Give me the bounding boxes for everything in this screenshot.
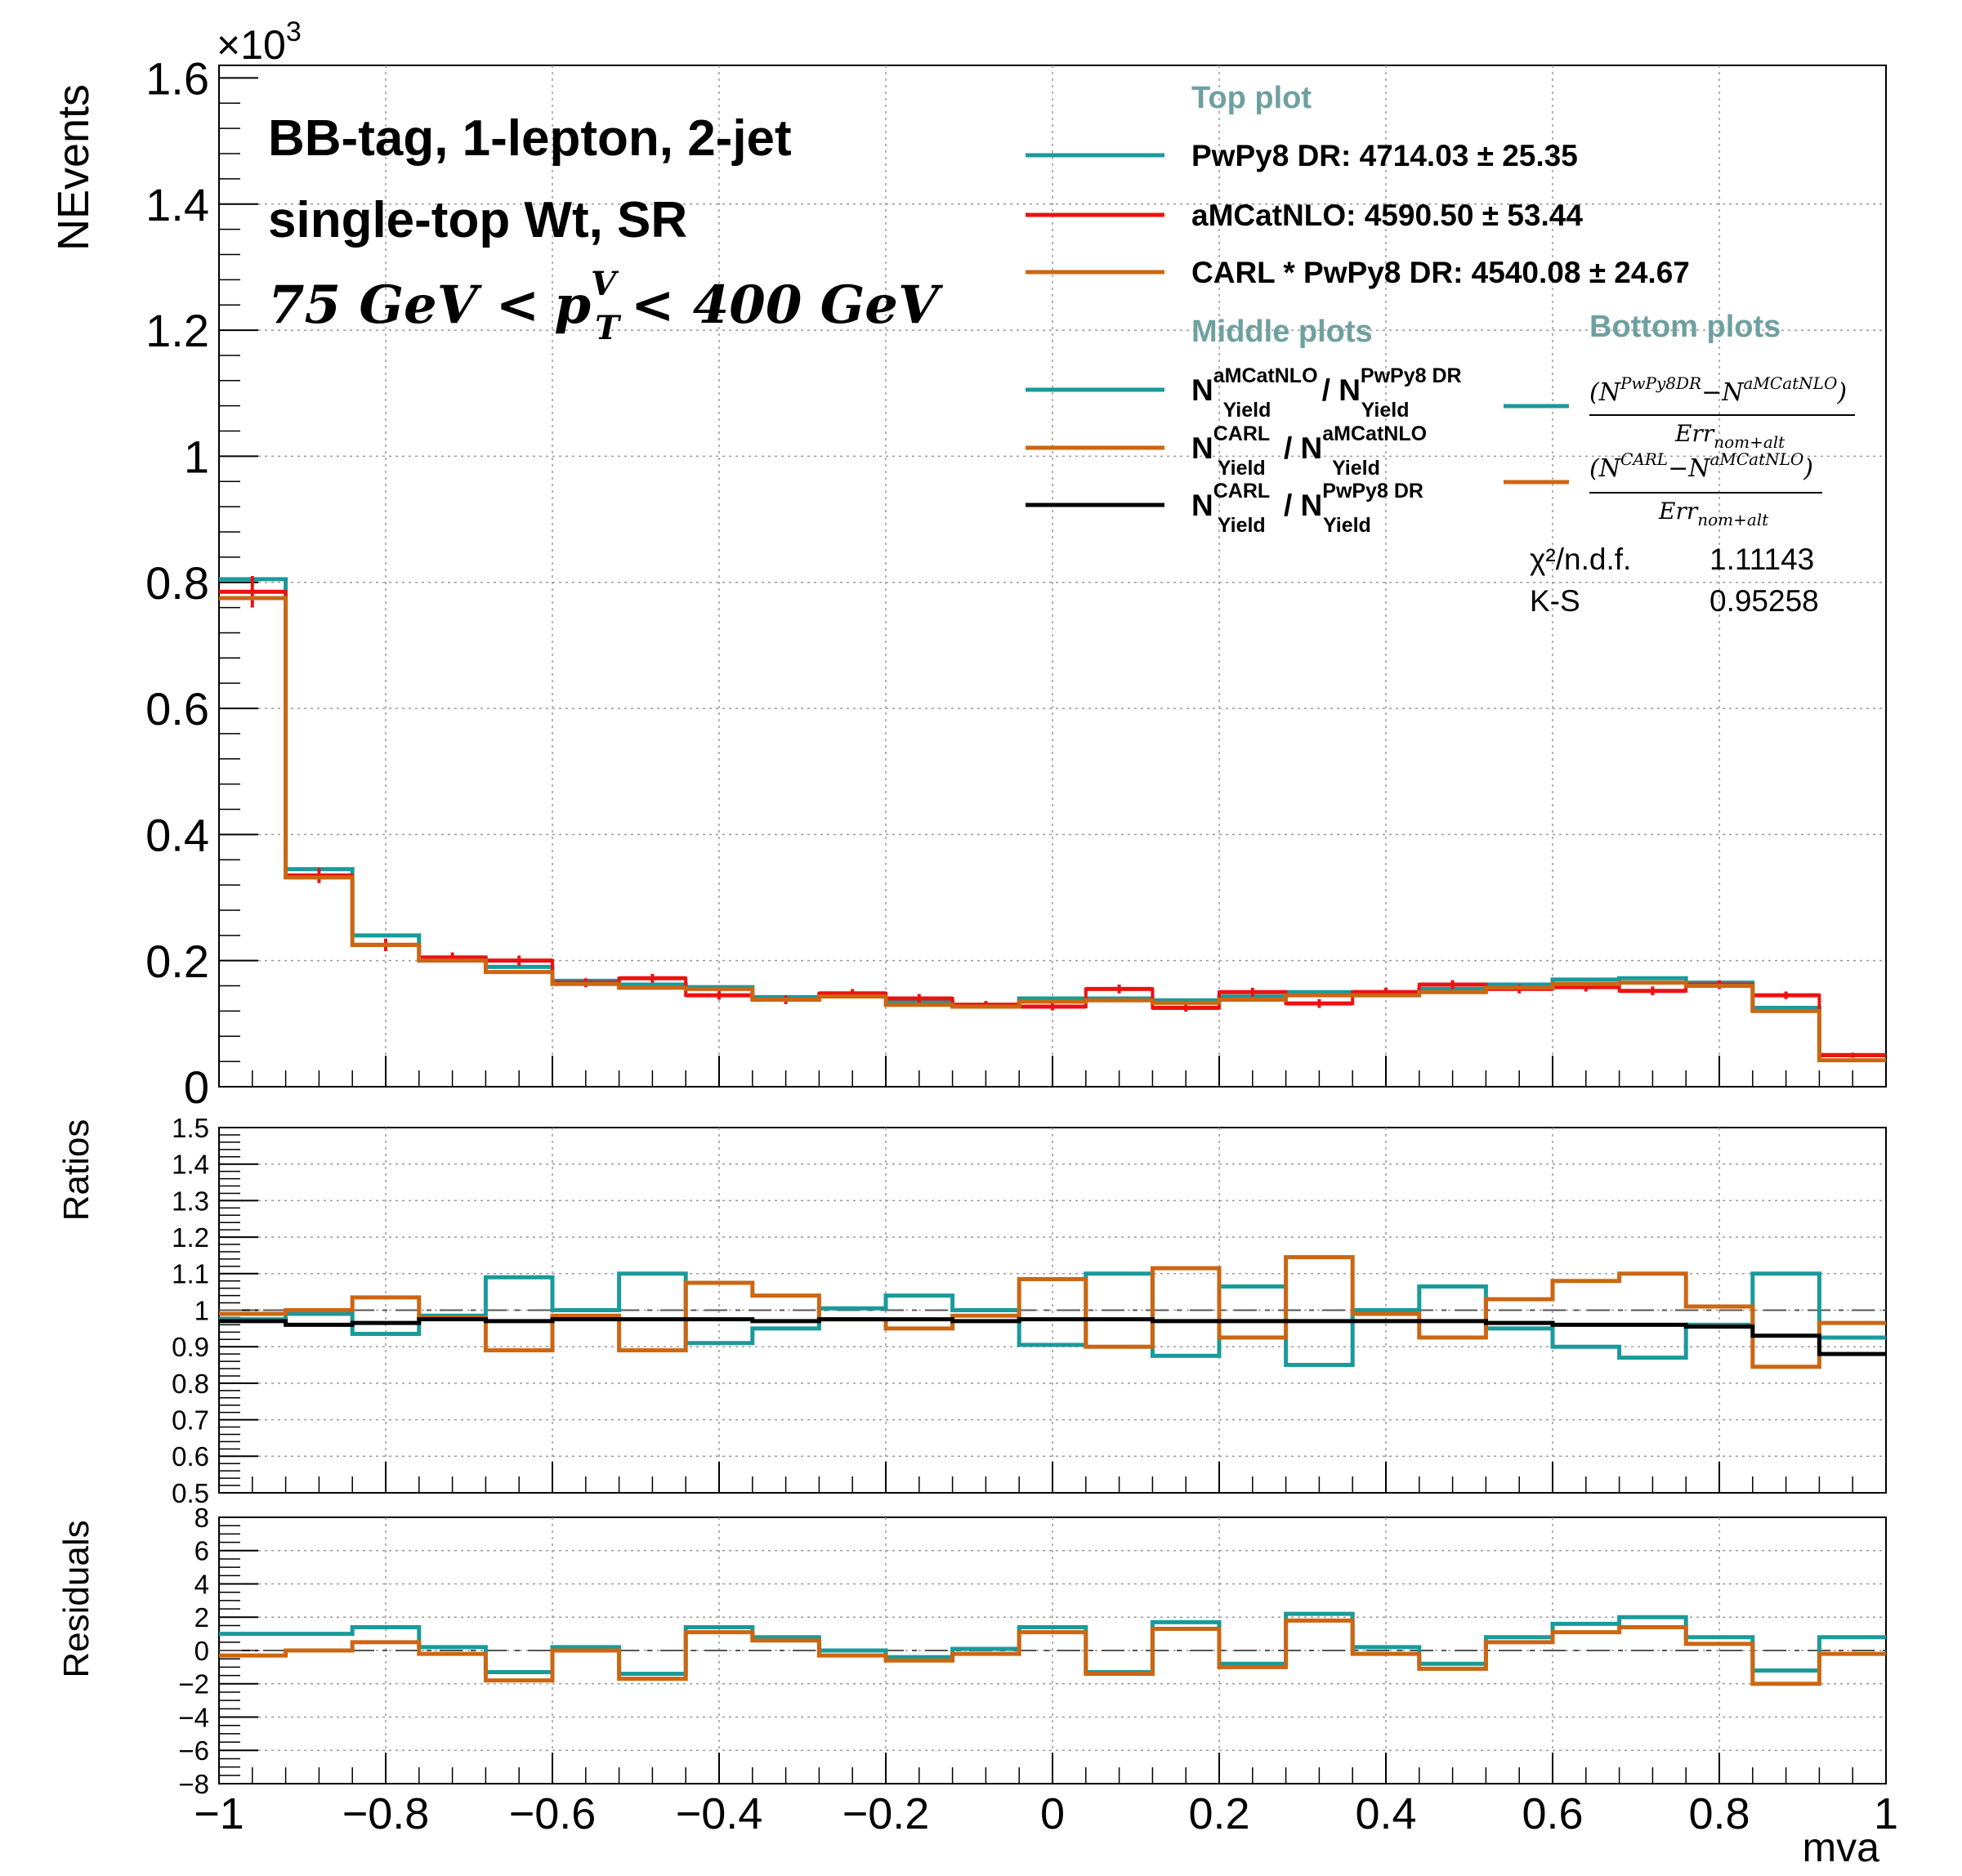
legend-header-bottom: Bottom plots [1589,310,1781,344]
bottom-y-tick-label: 6 [194,1536,209,1566]
exponent-label: ×103 [217,16,302,68]
x-tick-label: 0.4 [1355,1789,1416,1838]
stats-value-chi2: 1.11143 [1709,543,1814,576]
middle-y-tick-label: 0.7 [172,1405,209,1435]
middle-y-tick-label: 0.6 [172,1441,209,1472]
bottom-y-tick-label: −8 [178,1769,209,1799]
bottom-y-tick-label: 0 [194,1636,209,1666]
legend-header-middle: Middle plots [1191,315,1373,349]
middle-y-tick-label: 1 [194,1295,209,1325]
top-y-tick-label: 0.6 [145,683,209,735]
x-tick-label: 0.6 [1522,1789,1583,1838]
legend-residual-2-denominator: Errnom+alt [1658,498,1769,529]
middle-y-tick-label: 1.3 [172,1186,209,1216]
bottom-y-tick-label: −2 [178,1669,209,1700]
x-tick-label: −0.6 [509,1789,597,1838]
middle-y-tick-label: 1.2 [172,1222,209,1253]
legend-label-pwpy8: PwPy8 DR: 4714.03 ± 25.35 [1191,139,1578,172]
bottom-y-tick-label: 8 [194,1503,209,1533]
middle-y-tick-label: 1.5 [172,1113,209,1143]
annotation-line-2: single-top Wt, SR [268,192,687,248]
x-axis-label: mva [1803,1825,1880,1870]
middle-y-tick-label: 0.8 [172,1369,209,1399]
top-red-step [219,590,1886,1057]
middle-black-step [219,1317,1886,1356]
residual-y-axis-label: Residuals [56,1520,96,1677]
top-y-tick-label: 0.8 [145,557,209,609]
middle-y-tick-label: 0.5 [172,1478,209,1508]
stats-box: χ²/n.d.f. 1.11143 K-S 0.95258 [1530,543,1819,618]
x-tick-label: 0 [1040,1789,1065,1838]
middle-y-tick-label: 1.4 [172,1150,209,1180]
bottom-y-tick-label: −6 [178,1735,209,1766]
top-y-tick-label: 0.4 [145,810,209,861]
x-tick-label: −0.4 [676,1789,763,1838]
bottom-y-tick-label: 4 [194,1569,209,1599]
x-tick-label: −1 [194,1789,244,1838]
legend-label-amcatnlo: aMCatNLO: 4590.50 ± 53.44 [1191,199,1583,232]
x-tick-label: −0.2 [842,1789,930,1838]
stats-value-ks: 0.95258 [1709,584,1819,618]
top-y-tick-label: 1.6 [145,53,209,105]
x-tick-label: −0.8 [342,1789,430,1838]
middle-y-tick-label: 1.1 [172,1259,209,1289]
bottom-y-tick-label: −4 [178,1702,209,1732]
top-y-tick-label: 0.2 [145,936,209,987]
data-series [219,576,1886,1686]
annotation-line-3: 75 GeV < pV T < 400 GeV [268,265,944,347]
tick-labels: 0 0.2 0.4 0.6 0.8 1 1.2 1.4 1.6 0.5 0.6 0.7 0.8 0.9 1 1… [145,53,1898,1838]
ratio-y-axis-label: Ratios [56,1119,96,1222]
top-orange-step [219,596,1886,1063]
top-y-tick-label: 1 [184,431,209,483]
reference-lines [219,1309,1886,1651]
top-y-tick-label: 0 [184,1061,209,1113]
x-tick-label: 0.8 [1688,1789,1750,1838]
middle-y-tick-label: 0.9 [172,1332,209,1362]
bottom-y-tick-label: 2 [194,1602,209,1633]
axis-ticks [218,77,1887,1784]
legend-residual-1-denominator: Errnom+alt [1674,420,1785,452]
x-tick-label: 1 [1874,1789,1898,1838]
top-y-tick-label: 1.4 [145,179,209,230]
middle-teal-step [219,1271,1886,1368]
legend-label-carl: CARL * PwPy8 DR: 4540.08 ± 24.67 [1191,256,1690,289]
top-y-tick-label: 1.2 [145,305,209,356]
legend-header-top: Top plot [1191,81,1312,115]
stats-label-ks: K-S [1530,584,1580,618]
annotation-line-1: BB-tag, 1-lepton, 2-jet [268,110,792,167]
stats-label-chi2: χ²/n.d.f. [1530,543,1631,576]
top-y-axis-label: NEvents [49,84,98,251]
middle-orange-step [219,1255,1886,1369]
bottom-orange-step [219,1618,1886,1686]
x-tick-label: 0.2 [1188,1789,1249,1838]
